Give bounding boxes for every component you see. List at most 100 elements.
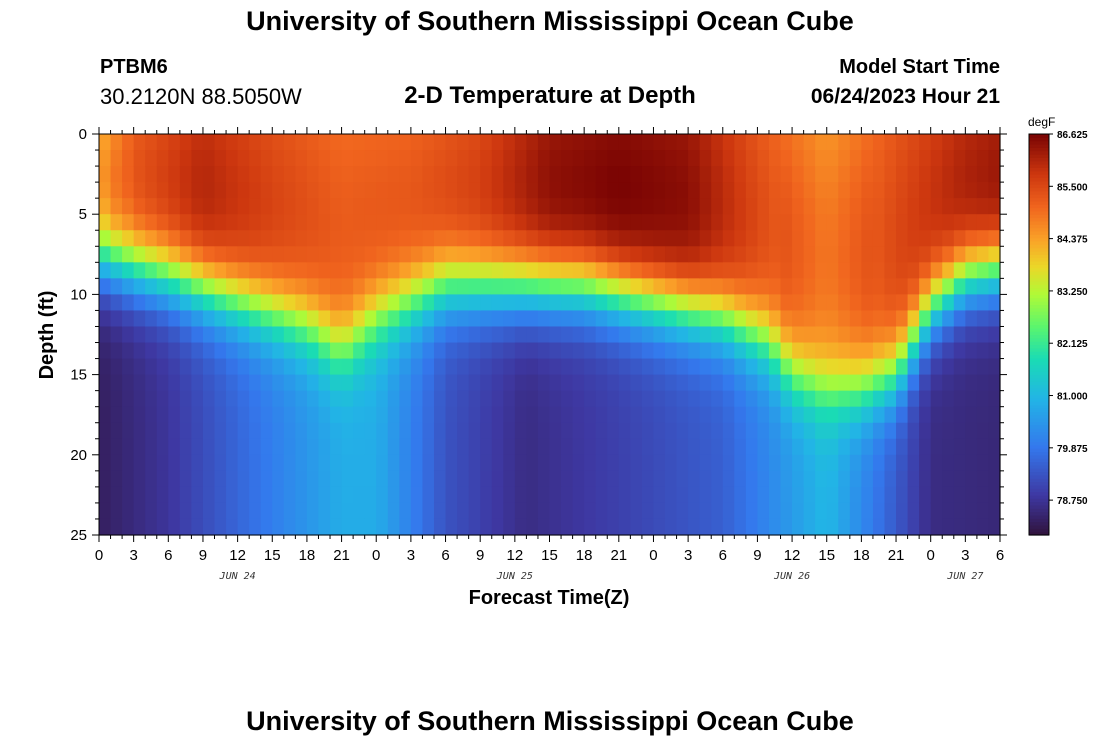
heatmap-cell: [595, 422, 608, 440]
heatmap-cell: [283, 278, 296, 295]
heatmap-cell: [803, 278, 816, 295]
heatmap-cell: [595, 246, 608, 263]
heatmap-cell: [965, 470, 978, 488]
heatmap-cell: [179, 134, 193, 151]
colorbar-band: [1029, 481, 1049, 486]
heatmap-cell: [237, 470, 250, 488]
heatmap-cell: [110, 246, 123, 263]
heatmap-cell: [156, 294, 169, 312]
heatmap-cell: [537, 166, 551, 183]
heatmap-cell: [537, 294, 551, 312]
heatmap-cell: [919, 502, 932, 520]
colorbar-band: [1029, 438, 1049, 443]
x-tick-label: 6: [164, 547, 172, 564]
heatmap-cell: [433, 342, 447, 360]
heatmap-cell: [549, 278, 562, 295]
y-axis-title: Depth (ft): [36, 291, 58, 380]
colorbar-band: [1029, 314, 1049, 319]
heatmap-cell: [480, 422, 493, 440]
heatmap-cell: [618, 166, 631, 183]
heatmap-cell: [364, 422, 377, 440]
heatmap-cell: [745, 438, 759, 456]
heatmap-cell: [168, 486, 181, 504]
heatmap-cell: [630, 518, 643, 536]
heatmap-cell: [942, 230, 955, 247]
heatmap-cell: [607, 134, 620, 151]
heatmap-cell: [214, 518, 227, 536]
heatmap-cell: [768, 278, 782, 295]
heatmap-cell: [884, 182, 897, 199]
heatmap-cell: [630, 358, 643, 376]
heatmap-cell: [399, 470, 412, 488]
colorbar-label: 79.875: [1057, 444, 1088, 455]
colorbar-band: [1029, 257, 1049, 262]
heatmap-cell: [572, 150, 585, 167]
heatmap-cell: [584, 134, 597, 151]
heatmap-cell: [665, 342, 678, 360]
colorbar-band: [1029, 157, 1049, 162]
heatmap-cell: [572, 470, 585, 488]
heatmap-cell: [549, 134, 562, 151]
heatmap-cell: [561, 486, 574, 504]
heatmap-cell: [815, 390, 828, 408]
heatmap-cell: [330, 342, 343, 360]
heatmap-cell: [803, 374, 816, 392]
heatmap-cell: [734, 310, 747, 328]
x-tick-label: 6: [719, 547, 727, 564]
heatmap-cell: [122, 342, 135, 360]
heatmap-cell: [595, 502, 608, 520]
heatmap-cell: [168, 294, 181, 312]
heatmap-cell: [491, 230, 504, 247]
heatmap-cell: [976, 278, 990, 295]
heatmap-cell: [457, 454, 470, 472]
heatmap-cell: [145, 358, 158, 376]
heatmap-cell: [445, 134, 458, 151]
heatmap-cell: [364, 166, 377, 183]
heatmap-cell: [561, 342, 574, 360]
heatmap-cell: [757, 294, 770, 312]
heatmap-cell: [295, 374, 308, 392]
heatmap-cell: [156, 326, 169, 344]
heatmap-cell: [699, 374, 712, 392]
heatmap-cell: [399, 246, 412, 263]
heatmap-cell: [468, 166, 481, 183]
heatmap-cell: [457, 486, 470, 504]
heatmap-cell: [514, 374, 527, 392]
heatmap-cell: [653, 390, 666, 408]
heatmap-cell: [988, 230, 1001, 247]
heatmap-cell: [965, 214, 978, 231]
heatmap-cell: [549, 406, 562, 424]
heatmap-cell: [572, 214, 585, 231]
heatmap-cell: [306, 326, 320, 344]
heatmap-cell: [503, 486, 516, 504]
colorbar-band: [1029, 271, 1049, 275]
heatmap-cell: [665, 278, 678, 295]
heatmap-cell: [249, 406, 262, 424]
heatmap-cell: [792, 294, 805, 312]
heatmap-cell: [942, 166, 955, 183]
heatmap-cell: [445, 198, 458, 215]
heatmap-cell: [457, 406, 470, 424]
heatmap-cell: [295, 230, 308, 247]
heatmap-cell: [526, 502, 539, 520]
colorbar-band: [1029, 207, 1049, 212]
heatmap-cell: [214, 358, 227, 376]
heatmap-cell: [122, 486, 135, 504]
heatmap-cell: [237, 358, 250, 376]
heatmap-cell: [607, 502, 620, 520]
heatmap-cell: [584, 406, 597, 424]
heatmap-cell: [826, 150, 839, 167]
heatmap-cell: [202, 326, 216, 344]
heatmap-cell: [353, 214, 366, 231]
heatmap-cell: [907, 182, 920, 199]
heatmap-cell: [584, 502, 597, 520]
heatmap-cell: [503, 502, 516, 520]
heatmap-cell: [457, 358, 470, 376]
heatmap-cell: [179, 182, 193, 199]
heatmap-cell: [353, 246, 366, 263]
colorbar-band: [1029, 307, 1049, 312]
heatmap-cell: [976, 310, 990, 328]
heatmap-cell: [376, 486, 389, 504]
heatmap-cell: [838, 374, 851, 392]
colorbar-band: [1029, 214, 1049, 219]
